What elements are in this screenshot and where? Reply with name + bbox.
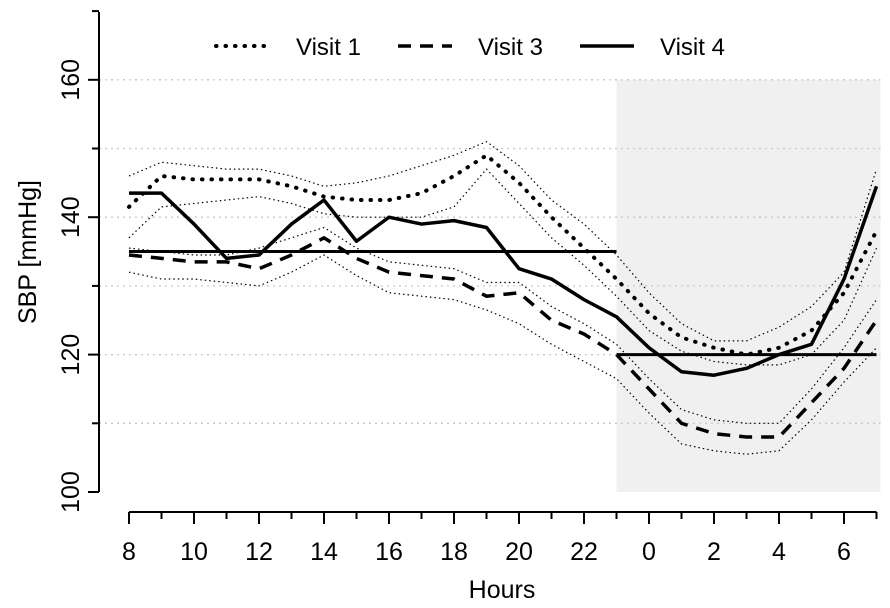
confidence-bands-layer — [128, 140, 878, 455]
series-line-3 — [129, 185, 879, 377]
legend-label-3: Visit 4 — [660, 34, 725, 61]
series-2-band-lower — [128, 254, 877, 455]
x-axis-title: Hours — [469, 576, 536, 604]
x-tick-label-22: 22 — [570, 538, 598, 566]
y-tick-label-160: 160 — [57, 59, 85, 101]
threshold-lines-layer — [129, 250, 877, 357]
y-tick-label-140: 140 — [57, 196, 85, 238]
series-1-band-lower — [128, 168, 878, 366]
x-tick-label-2: 2 — [707, 538, 721, 566]
x-tick-label-18: 18 — [440, 538, 468, 566]
y-axis-title: SBP [mmHg] — [14, 180, 42, 324]
x-tick-label-16: 16 — [375, 538, 403, 566]
x-tick-label-4: 4 — [772, 538, 786, 566]
x-tick-label-8: 8 — [122, 538, 136, 566]
x-tick-label-20: 20 — [505, 538, 533, 566]
x-tick-label-6: 6 — [837, 538, 851, 566]
x-tick-label-10: 10 — [180, 538, 208, 566]
axes-layer: 100 120 140 160 8 10 12 14 16 18 20 22 0 2 4 6 — [57, 10, 878, 566]
y-tick-label-100: 100 — [57, 471, 85, 513]
legend-label-1: Visit 1 — [296, 34, 361, 61]
legend-label-2: Visit 3 — [478, 34, 543, 61]
x-tick-label-0: 0 — [642, 538, 656, 566]
gridlines-layer — [99, 79, 881, 424]
series-line-2 — [128, 236, 878, 439]
y-tick-label-120: 120 — [57, 334, 85, 376]
x-tick-label-12: 12 — [245, 538, 273, 566]
legend: Visit 1 Visit 3 Visit 4 — [214, 34, 725, 61]
x-tick-label-14: 14 — [310, 538, 338, 566]
